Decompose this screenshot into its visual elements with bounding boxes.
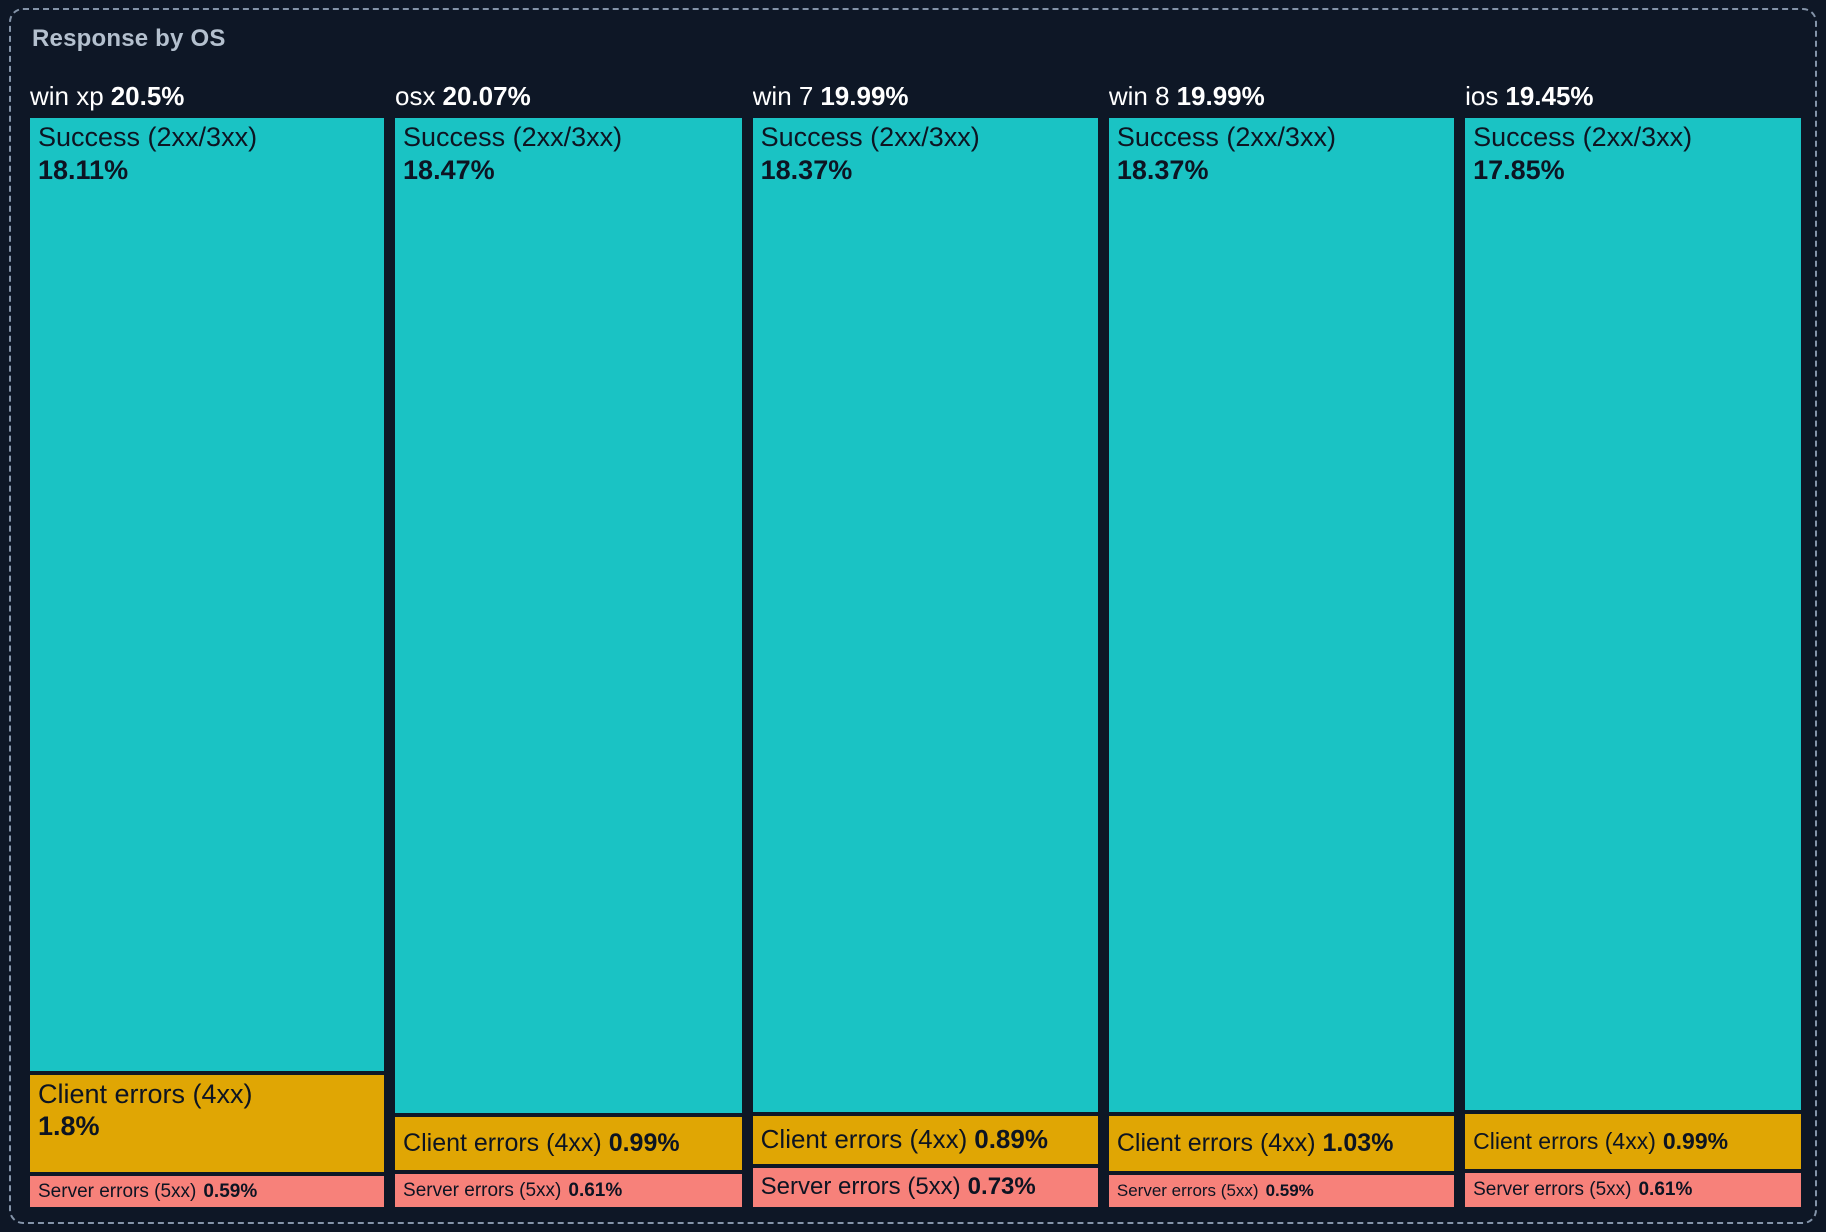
- os-share-value: 19.99%: [820, 81, 909, 112]
- cell-value: 1.03%: [1322, 1128, 1394, 1157]
- os-share-value: 19.99%: [1176, 81, 1265, 112]
- column-header-win-8[interactable]: win 8 19.99%: [1109, 79, 1454, 118]
- os-share-value: 20.07%: [442, 81, 531, 112]
- column-header-win-7[interactable]: win 7 19.99%: [753, 79, 1098, 118]
- cell-value: 0.59%: [203, 1180, 258, 1202]
- cell-label: Server errors (5xx): [1473, 1179, 1632, 1201]
- os-label: win 7: [752, 81, 814, 112]
- treemap-cell-success[interactable]: Success (2xx/3xx) 18.37%: [1108, 118, 1455, 1112]
- treemap-cell-client-errors[interactable]: Client errors (4xx) 0.99%: [395, 1117, 742, 1171]
- treemap-cell-success[interactable]: Success (2xx/3xx) 18.37%: [752, 118, 1098, 1112]
- cell-value: 0.61%: [568, 1179, 623, 1201]
- cell-label: Client errors (4xx): [403, 1129, 602, 1158]
- treemap-cell-success[interactable]: Success (2xx/3xx) 18.47%: [395, 118, 742, 1114]
- treemap-column-win-8: win 8 19.99% Success (2xx/3xx) 18.37% Cl…: [1108, 79, 1455, 1208]
- cell-value: 0.73%: [967, 1173, 1036, 1201]
- cell-label: Success (2xx/3xx): [1116, 122, 1336, 153]
- treemap-cell-client-errors[interactable]: Client errors (4xx) 0.89%: [752, 1115, 1098, 1164]
- treemap-cell-server-errors[interactable]: Server errors (5xx) 0.59%: [1108, 1175, 1455, 1208]
- cell-value: 1.8%: [38, 1111, 100, 1142]
- cell-value: 0.59%: [1265, 1181, 1314, 1201]
- treemap-column-win-xp: win xp 20.5% Success (2xx/3xx) 18.11% Cl…: [30, 79, 385, 1207]
- column-blocks: Success (2xx/3xx) 18.47% Client errors (…: [395, 118, 742, 1207]
- os-share-value: 19.45%: [1505, 81, 1594, 112]
- cell-value: 0.61%: [1638, 1179, 1693, 1201]
- treemap-column-osx: osx 20.07% Success (2xx/3xx) 18.47% Clie…: [395, 79, 742, 1207]
- cell-label: Success (2xx/3xx): [760, 122, 980, 153]
- treemap-cell-success[interactable]: Success (2xx/3xx) 17.85%: [1465, 118, 1802, 1111]
- treemap-cell-success[interactable]: Success (2xx/3xx) 18.11%: [30, 118, 385, 1071]
- treemap-cell-server-errors[interactable]: Server errors (5xx) 0.59%: [30, 1176, 385, 1207]
- column-blocks: Success (2xx/3xx) 18.37% Client errors (…: [1108, 118, 1455, 1208]
- cell-label: Server errors (5xx): [38, 1180, 197, 1202]
- cell-label: Client errors (4xx): [1473, 1128, 1656, 1155]
- cell-value: 18.47%: [403, 154, 495, 185]
- cell-value: 0.89%: [974, 1124, 1048, 1155]
- column-blocks: Success (2xx/3xx) 17.85% Client errors (…: [1465, 118, 1802, 1207]
- cell-label: Server errors (5xx): [1116, 1181, 1259, 1201]
- treemap-cell-client-errors[interactable]: Client errors (4xx) 1.03%: [1108, 1115, 1455, 1172]
- cell-label: Server errors (5xx): [760, 1173, 961, 1201]
- cell-label: Client errors (4xx): [38, 1078, 253, 1109]
- column-header-osx[interactable]: osx 20.07%: [395, 79, 742, 118]
- column-header-ios[interactable]: ios 19.45%: [1465, 79, 1801, 118]
- os-label: osx: [395, 81, 436, 112]
- treemap-column-win-7: win 7 19.99% Success (2xx/3xx) 18.37% Cl…: [752, 79, 1098, 1208]
- treemap-column-ios: ios 19.45% Success (2xx/3xx) 17.85% Clie…: [1465, 79, 1802, 1207]
- panel-title: Response by OS: [32, 25, 226, 52]
- cell-value: 0.99%: [1662, 1128, 1729, 1155]
- treemap-cell-server-errors[interactable]: Server errors (5xx) 0.61%: [1465, 1173, 1802, 1207]
- cell-label: Success (2xx/3xx): [38, 122, 258, 153]
- cell-value: 0.99%: [608, 1129, 680, 1158]
- os-label: win xp: [30, 81, 104, 112]
- cell-value: 17.85%: [1473, 154, 1565, 185]
- os-label: win 8: [1108, 81, 1170, 112]
- os-label: ios: [1465, 81, 1499, 112]
- column-blocks: Success (2xx/3xx) 18.37% Client errors (…: [752, 118, 1098, 1208]
- treemap-cell-client-errors[interactable]: Client errors (4xx) 0.99%: [1465, 1114, 1802, 1170]
- cell-label: Server errors (5xx): [403, 1179, 562, 1201]
- os-share-value: 20.5%: [110, 81, 185, 112]
- cell-value: 18.37%: [1116, 154, 1209, 185]
- cell-label: Client errors (4xx): [760, 1124, 968, 1155]
- cell-value: 18.37%: [760, 154, 853, 185]
- treemap-cell-server-errors[interactable]: Server errors (5xx) 0.73%: [752, 1167, 1098, 1208]
- cell-value: 18.11%: [38, 154, 129, 185]
- cell-label: Success (2xx/3xx): [403, 122, 623, 153]
- treemap-cell-client-errors[interactable]: Client errors (4xx) 1.8%: [30, 1074, 385, 1173]
- cell-label: Client errors (4xx): [1116, 1128, 1316, 1157]
- column-header-win-xp[interactable]: win xp 20.5%: [30, 79, 384, 118]
- treemap-cell-server-errors[interactable]: Server errors (5xx) 0.61%: [395, 1174, 742, 1207]
- cell-label: Success (2xx/3xx): [1473, 122, 1693, 153]
- response-by-os-panel: Response by OS win xp 20.5% Success (2xx…: [9, 8, 1817, 1224]
- column-blocks: Success (2xx/3xx) 18.11% Client errors (…: [30, 118, 385, 1207]
- treemap-chart: win xp 20.5% Success (2xx/3xx) 18.11% Cl…: [30, 79, 1802, 1208]
